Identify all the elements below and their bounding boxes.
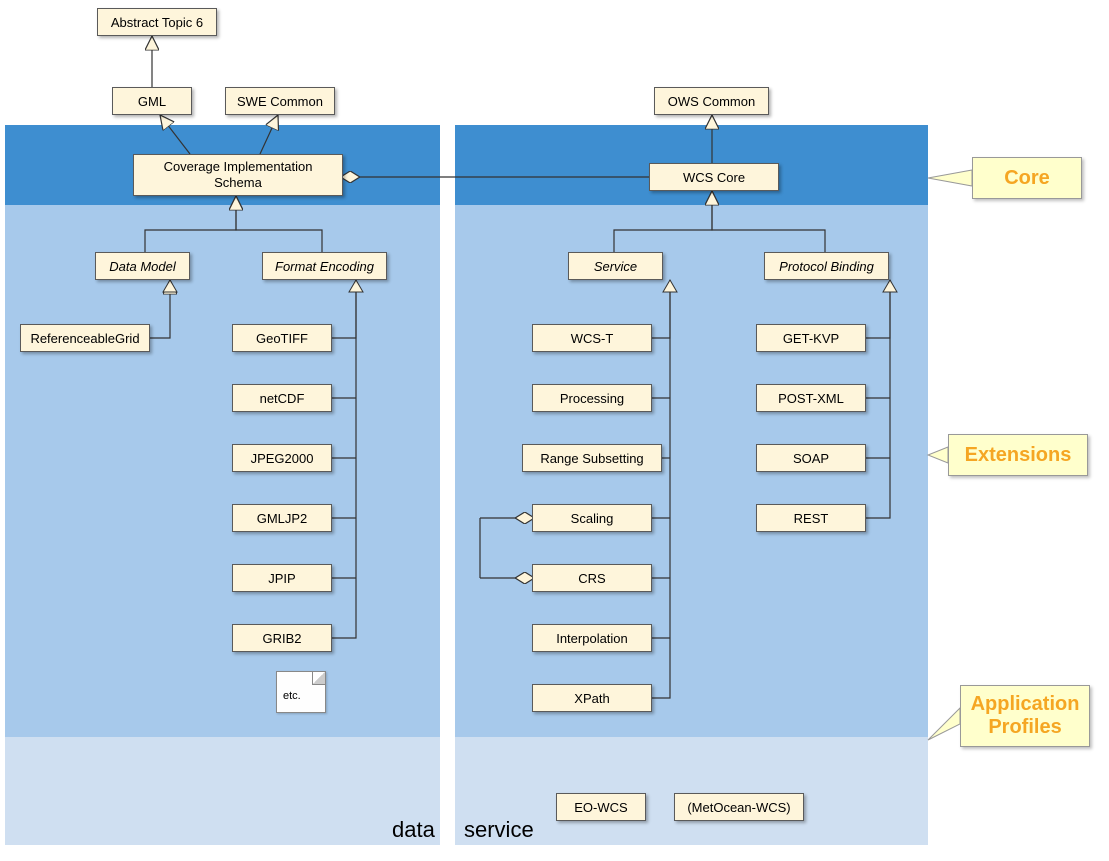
callout-extensions: Extensions (948, 434, 1088, 476)
node-netcdf: netCDF (232, 384, 332, 412)
node-gmljp2: GMLJP2 (232, 504, 332, 532)
node-wcst: WCS-T (532, 324, 652, 352)
region-data-mid (5, 125, 440, 737)
node-gml: GML (112, 87, 192, 115)
node-format-encoding: Format Encoding (262, 252, 387, 280)
node-coverage-impl: Coverage Implementation Schema (133, 154, 343, 196)
node-ows-common: OWS Common (654, 87, 769, 115)
section-label: service (464, 817, 534, 843)
node-eo-wcs: EO-WCS (556, 793, 646, 821)
node-jpip: JPIP (232, 564, 332, 592)
node-soap: SOAP (756, 444, 866, 472)
node-service: Service (568, 252, 663, 280)
callout-core: Core (972, 157, 1082, 199)
node-geotiff: GeoTIFF (232, 324, 332, 352)
node-swe-common: SWE Common (225, 87, 335, 115)
node-scaling: Scaling (532, 504, 652, 532)
node-protocol-binding: Protocol Binding (764, 252, 889, 280)
section-label: data (392, 817, 435, 843)
callout-app-profiles: Application Profiles (960, 685, 1090, 747)
node-get-kvp: GET-KVP (756, 324, 866, 352)
node-post-xml: POST-XML (756, 384, 866, 412)
node-metocean: (MetOcean-WCS) (674, 793, 804, 821)
node-jpeg2000: JPEG2000 (232, 444, 332, 472)
node-abstract-topic: Abstract Topic 6 (97, 8, 217, 36)
node-interpolation: Interpolation (532, 624, 652, 652)
node-range-subset: Range Subsetting (522, 444, 662, 472)
region-data-bot (5, 737, 440, 845)
node-crs: CRS (532, 564, 652, 592)
note-etc: etc. (276, 671, 326, 713)
node-grib2: GRIB2 (232, 624, 332, 652)
node-wcs-core: WCS Core (649, 163, 779, 191)
node-ref-grid: ReferenceableGrid (20, 324, 150, 352)
node-data-model: Data Model (95, 252, 190, 280)
node-xpath: XPath (532, 684, 652, 712)
node-rest: REST (756, 504, 866, 532)
node-processing: Processing (532, 384, 652, 412)
region-svc-mid (455, 125, 928, 737)
